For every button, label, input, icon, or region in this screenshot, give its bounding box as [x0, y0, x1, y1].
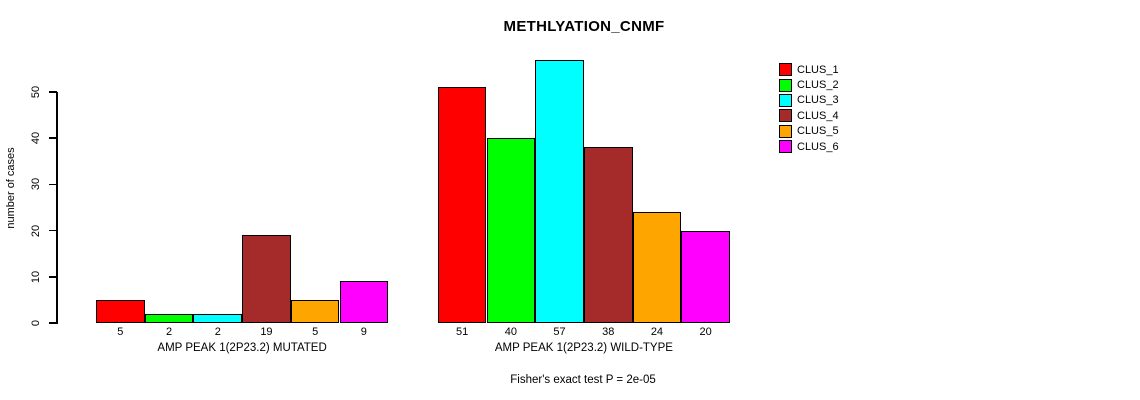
legend-swatch: [779, 63, 792, 77]
fisher-test-annotation: Fisher's exact test P = 2e-05: [510, 374, 656, 386]
bar-value-label: 19: [260, 326, 273, 338]
legend-item-label: CLUS_2: [797, 79, 839, 92]
bar-value-label: 5: [117, 326, 124, 338]
legend-item-label: CLUS_4: [797, 109, 839, 122]
bar-clus_5: [290, 299, 340, 323]
bar-clus_4: [583, 147, 633, 323]
legend-swatch: [779, 140, 792, 154]
y-axis-label: number of cases: [5, 147, 17, 229]
legend: CLUS_1 CLUS_2 CLUS_3 CLUS_4 CLUS_5 CLUS_6: [779, 62, 839, 154]
legend-swatch: [779, 78, 792, 92]
bar-value-label: 20: [699, 326, 712, 338]
bar-value-label: 5: [312, 326, 319, 338]
legend-item-clus_3: CLUS_3: [779, 93, 839, 108]
y-axis-tick-label: 40: [30, 132, 42, 145]
legend-swatch: [779, 124, 792, 138]
bar-clus_5: [632, 212, 682, 323]
bar-clus_4: [242, 235, 291, 323]
legend-item-clus_2: CLUS_2: [779, 77, 839, 92]
legend-item-clus_6: CLUS_6: [779, 139, 839, 154]
bar-value-label: 2: [214, 326, 221, 338]
y-axis-tick-label: 20: [30, 224, 42, 237]
group-label: AMP PEAK 1(2P23.2) MUTATED: [157, 342, 327, 354]
legend-item-label: CLUS_5: [797, 125, 839, 138]
bar-clus_2: [144, 313, 194, 323]
legend-item-label: CLUS_1: [797, 63, 839, 76]
y-axis-tick: [49, 137, 57, 139]
legend-item-clus_4: CLUS_4: [779, 108, 839, 123]
bar-clus_1: [437, 87, 487, 323]
y-axis-tick: [49, 183, 57, 186]
legend-item-clus_5: CLUS_5: [779, 124, 839, 139]
legend-swatch: [779, 93, 792, 107]
y-axis-tick: [49, 276, 57, 278]
bar-value-label: 9: [360, 326, 367, 338]
bar-value-label: 57: [553, 326, 566, 338]
y-axis-tick: [49, 91, 57, 93]
bar-value-label: 51: [456, 326, 469, 338]
group-label: AMP PEAK 1(2P23.2) WILD-TYPE: [494, 342, 673, 354]
chart-title: METHLYATION_CNMF: [503, 18, 665, 35]
bar-value-label: 24: [650, 326, 664, 338]
bar-clus_3: [535, 59, 584, 323]
bar-value-label: 40: [504, 326, 517, 338]
bar-clus_6: [681, 230, 730, 323]
legend-item-label: CLUS_3: [797, 94, 839, 107]
y-axis-tick-label: 0: [30, 319, 42, 327]
legend-swatch: [779, 109, 792, 123]
y-axis-line: [56, 92, 58, 324]
bar-clus_2: [486, 138, 536, 323]
bar-clus_6: [339, 281, 389, 323]
bar-value-label: 38: [602, 326, 615, 338]
bar-clus_3: [193, 313, 243, 323]
y-axis-tick-label: 10: [30, 270, 42, 283]
y-axis-tick: [49, 322, 57, 324]
bar-value-label: 2: [165, 326, 173, 338]
y-axis-tick-label: 50: [30, 85, 42, 99]
legend-item-label: CLUS_6: [797, 140, 839, 153]
y-axis-tick: [49, 229, 57, 232]
y-axis-tick-label: 30: [30, 178, 42, 191]
legend-item-clus_1: CLUS_1: [779, 62, 839, 77]
bar-clus_1: [96, 299, 145, 323]
